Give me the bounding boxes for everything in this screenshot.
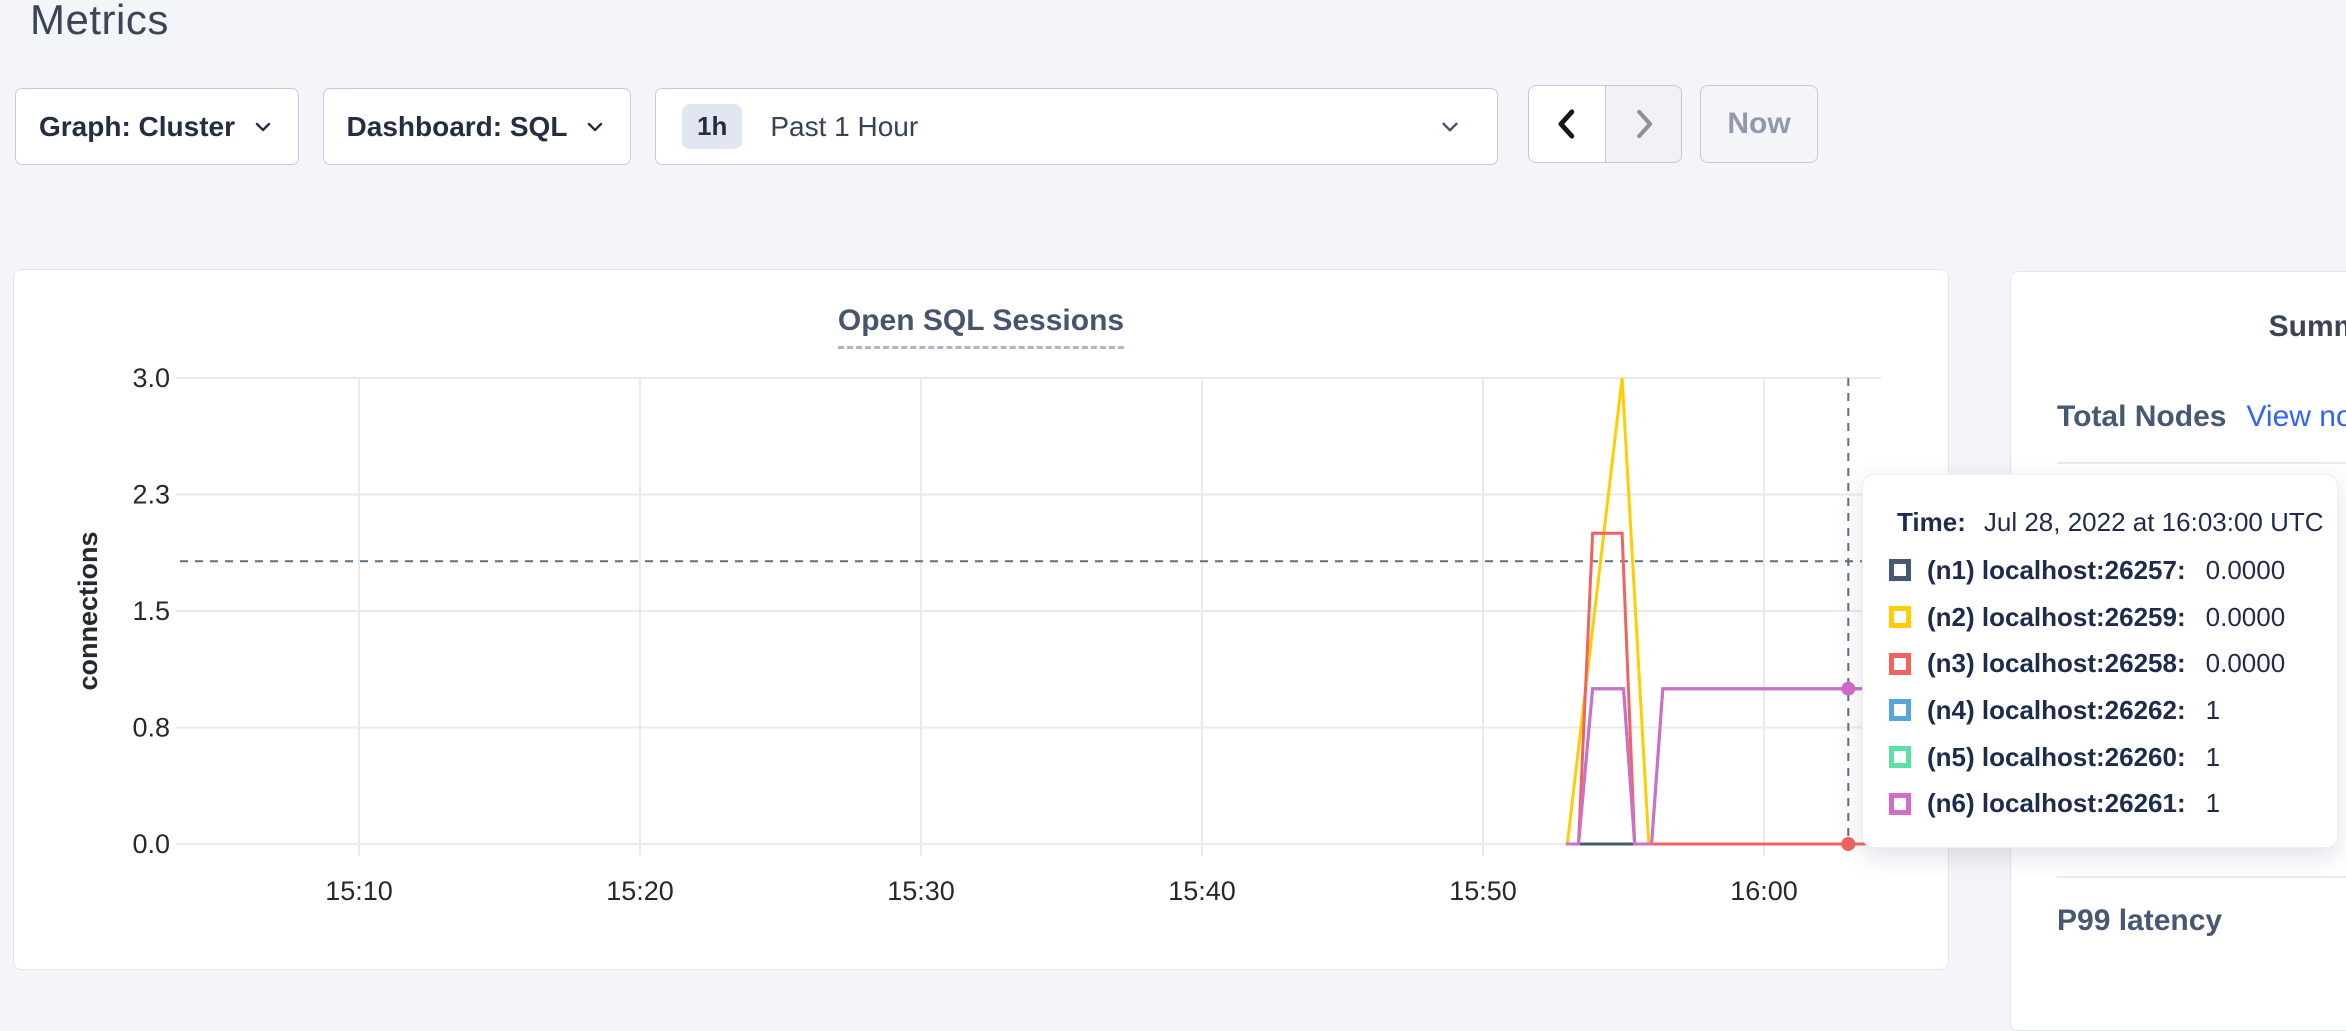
chevron-down-icon (255, 122, 271, 131)
tooltip-series-row: (n4) localhost:26262: 1 (1889, 687, 2321, 734)
time-window-nav (1528, 85, 1682, 163)
now-button-label: Now (1727, 107, 1791, 140)
time-range-label: Past 1 Hour (770, 110, 919, 142)
tooltip-time-label: Time: (1897, 507, 1966, 537)
time-range-badge: 1h (682, 104, 743, 149)
x-tick-label: 15:10 (325, 876, 393, 906)
previous-time-window-button[interactable] (1528, 85, 1605, 163)
chevron-right-icon (1636, 109, 1652, 139)
hover-point (1841, 681, 1856, 696)
dashboard-dropdown-label: Dashboard: SQL (346, 110, 568, 142)
chevron-down-icon (1442, 122, 1458, 131)
y-tick-label: 2.3 (132, 480, 170, 510)
page-title: Metrics (30, 0, 169, 43)
chart-title-row: Open SQL Sessions (14, 304, 1948, 349)
series-color-swatch-n5 (1889, 746, 1911, 769)
series-color-swatch-n2 (1889, 606, 1911, 628)
series-label: (n5) localhost:26260: (1927, 741, 2186, 772)
series-line (1565, 687, 1882, 846)
total-nodes-row: Total Nodes View nodes (2057, 400, 2346, 434)
chart-title[interactable]: Open SQL Sessions (837, 304, 1125, 349)
tooltip-time-value: Jul 28, 2022 at 16:03:00 UTC (1983, 507, 2324, 537)
open-sql-sessions-chart-card: Open SQL Sessions 0.0 0.8 1.5 2.3 3.0 15:10 15… (13, 269, 1949, 970)
tooltip-series-row: (n6) localhost:26261: 1 (1889, 780, 2321, 827)
y-tick-label: 0.8 (132, 713, 170, 743)
series-value: 1 (2205, 694, 2221, 725)
series-line (1565, 687, 1882, 846)
tooltip-time-row: Time: Jul 28, 2022 at 16:03:00 UTC (1897, 507, 2324, 538)
hover-point (1841, 837, 1856, 851)
tooltip-series-row: (n3) localhost:26258: 0.0000 (1889, 640, 2321, 687)
y-tick-label: 0.0 (132, 829, 170, 859)
chevron-left-icon (1558, 109, 1575, 139)
series-color-swatch-n3 (1889, 652, 1911, 675)
dashboard-dropdown[interactable]: Dashboard: SQL (323, 88, 631, 165)
series-color-swatch-n4 (1889, 699, 1911, 722)
graph-scope-dropdown[interactable]: Graph: Cluster (15, 88, 299, 165)
x-tick-label: 15:50 (1449, 876, 1517, 906)
view-nodes-link[interactable]: View nodes (2246, 400, 2346, 433)
chevron-down-icon (588, 122, 603, 131)
series-value: 0.0000 (2205, 554, 2286, 585)
total-nodes-label: Total Nodes (2057, 400, 2227, 433)
series-line (1565, 687, 1882, 846)
chart-hover-tooltip: Time: Jul 28, 2022 at 16:03:00 UTC (n1) l… (1862, 474, 2338, 848)
y-tick-label: 3.0 (132, 363, 170, 393)
y-tick-label: 1.5 (132, 596, 170, 626)
x-tick-label: 16:00 (1730, 876, 1798, 906)
series-value: 1 (2205, 741, 2221, 772)
series-value: 0.0000 (2205, 601, 2286, 632)
series-color-swatch-n1 (1889, 559, 1911, 582)
time-range-picker[interactable]: 1h Past 1 Hour (655, 88, 1498, 165)
x-tick-label: 15:30 (887, 876, 955, 906)
tooltip-series-list: (n1) localhost:26257: 0.0000 (n2) localh… (1889, 547, 2321, 827)
y-axis-title: connections (73, 531, 103, 690)
tooltip-series-row: (n2) localhost:26259: 0.0000 (1889, 594, 2321, 641)
p99-latency-label: P99 latency (2057, 904, 2223, 937)
sidebar-divider (2057, 876, 2346, 878)
series-value: 1 (2205, 788, 2221, 819)
graph-scope-dropdown-label: Graph: Cluster (38, 110, 236, 142)
x-tick-label: 15:20 (606, 876, 674, 906)
next-time-window-button[interactable] (1605, 85, 1682, 163)
series-label: (n6) localhost:26261: (1927, 788, 2186, 819)
series-line (1577, 531, 1882, 846)
tooltip-series-row: (n5) localhost:26260: 1 (1889, 734, 2321, 781)
sessions-line-chart[interactable]: 0.0 0.8 1.5 2.3 3.0 15:10 15:20 15:30 15:40 15:50… (14, 270, 1950, 971)
series-label: (n2) localhost:26259: (1927, 601, 2186, 632)
series-label: (n3) localhost:26258: (1927, 648, 2186, 679)
series-label: (n4) localhost:26262: (1927, 694, 2186, 725)
tooltip-series-row: (n1) localhost:26257: 0.0000 (1889, 547, 2321, 594)
summary-title: Summary (2268, 310, 2346, 343)
now-button[interactable]: Now (1700, 85, 1818, 163)
x-tick-label: 15:40 (1168, 876, 1236, 906)
series-value: 0.0000 (2205, 648, 2286, 679)
series-color-swatch-n6 (1889, 792, 1911, 815)
series-label: (n1) localhost:26257: (1927, 554, 2186, 585)
sidebar-divider (2057, 462, 2346, 464)
